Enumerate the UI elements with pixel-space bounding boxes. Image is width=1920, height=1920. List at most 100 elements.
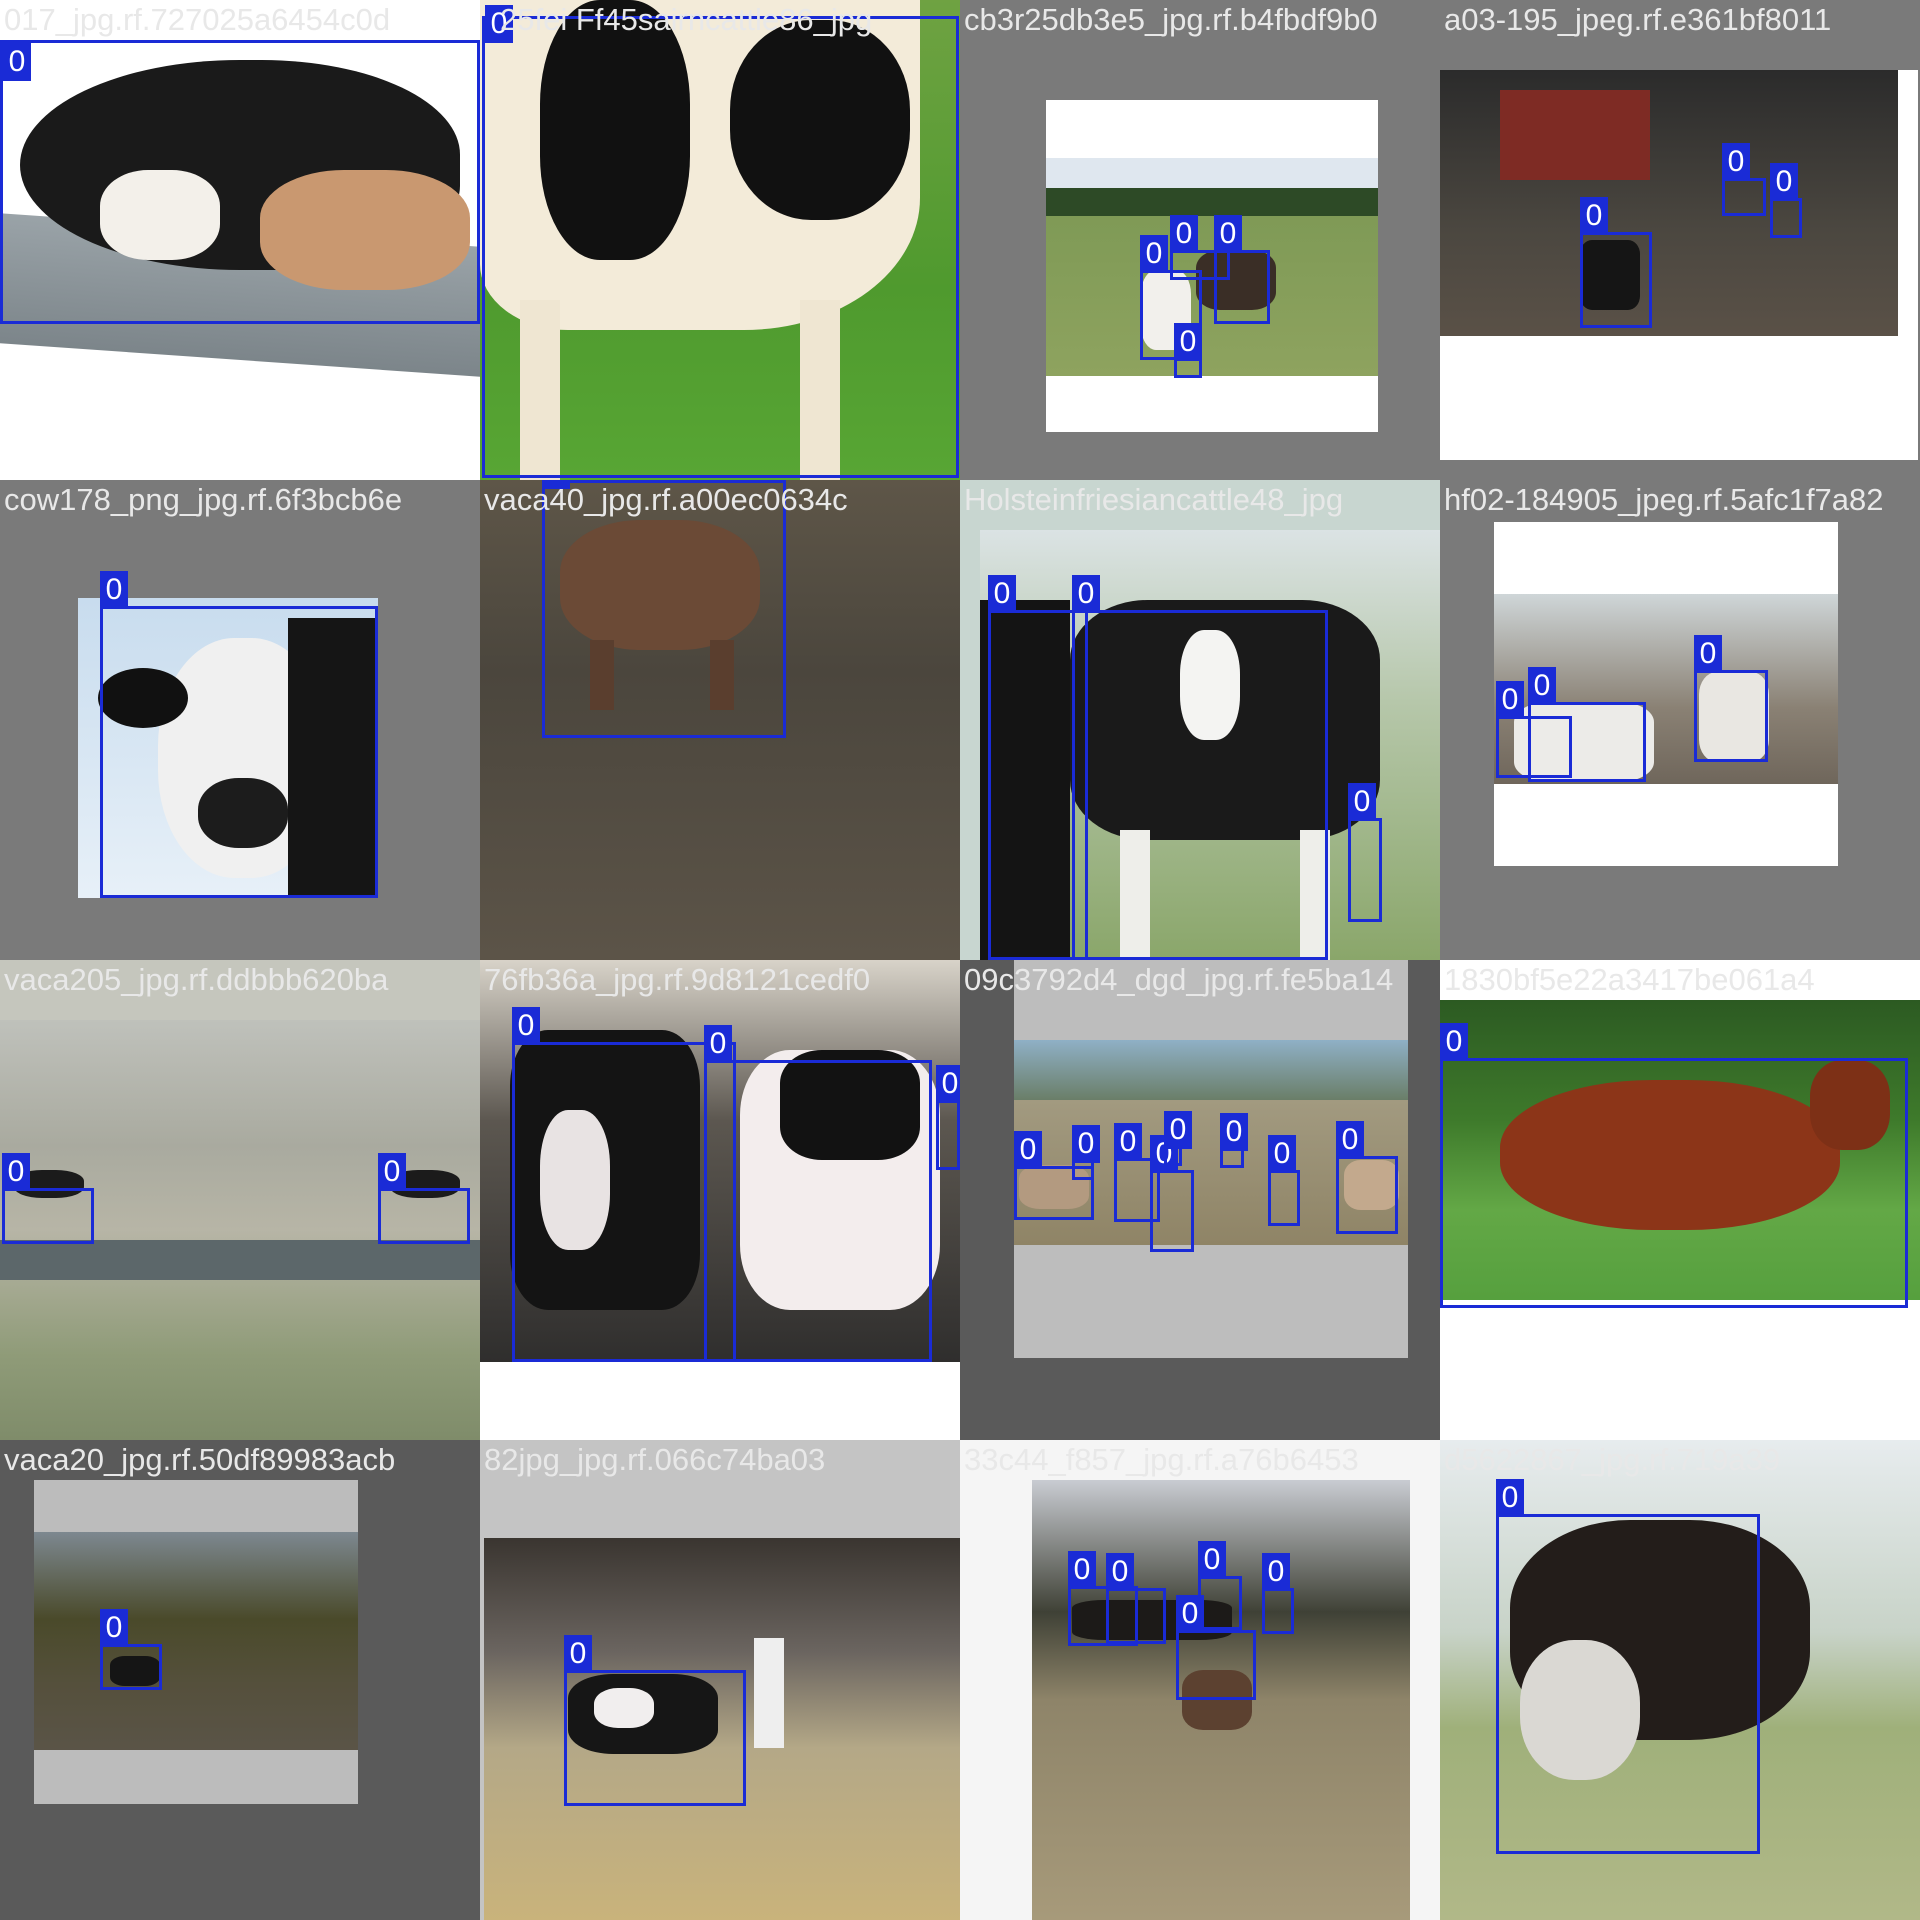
class-label: 0 — [1114, 1123, 1142, 1161]
bounding-box[interactable]: 0 — [1722, 143, 1766, 216]
tile-image — [1440, 1000, 1920, 1300]
cow-shape — [100, 170, 220, 260]
bounding-box[interactable]: 0 — [100, 571, 378, 898]
cow-shape — [1072, 1600, 1232, 1640]
bounding-box[interactable]: 0 — [988, 575, 1088, 960]
mosaic-tile[interactable]: 0 vaca40_jpg.rf.a00ec0634c — [480, 480, 960, 960]
class-label: 0 — [1174, 323, 1202, 361]
class-label: 0 — [1106, 1553, 1134, 1591]
mosaic-tile[interactable]: 0 0 0 76fb36a_jpg.rf.9d8121cedf0 — [480, 960, 960, 1440]
cow-shape — [1500, 1080, 1840, 1230]
class-label: 0 — [3, 43, 31, 81]
bounding-box[interactable]: 0 — [1528, 667, 1646, 782]
mosaic-tile[interactable]: 0 0 0 0 0 0 0 0 09c3792d4_dgd_jpg.rf.fe5… — [960, 960, 1440, 1440]
bounding-box[interactable]: 0 — [1170, 215, 1230, 280]
bounding-box[interactable]: 0 — [1336, 1121, 1398, 1234]
mosaic-tile[interactable]: 0 1830bf5e22a3417be061a4 — [1440, 960, 1920, 1440]
cow-shape — [1344, 1160, 1399, 1210]
treeline-shape — [1046, 188, 1378, 218]
cow-shape — [1810, 1060, 1890, 1150]
class-label: 0 — [100, 1609, 128, 1647]
cow-shape — [1580, 240, 1640, 310]
class-label: 0 — [1770, 163, 1798, 201]
bounding-box[interactable]: 0 — [1440, 1023, 1908, 1308]
bounding-box[interactable]: 0 — [378, 1153, 470, 1244]
class-label: 0 — [1170, 215, 1198, 253]
tile-image — [1440, 1440, 1920, 1920]
cow-shape — [98, 668, 188, 728]
bounding-box[interactable]: 0 — [1150, 1135, 1194, 1252]
bounding-box[interactable]: 0 — [1220, 1113, 1248, 1168]
cow-leg — [520, 300, 560, 480]
mosaic-tile[interactable]: 0 d5622867_jpg.rf.719a39 — [1440, 1440, 1920, 1920]
mosaic-tile[interactable]: 0 cow178_png_jpg.rf.6f3bcb6e — [0, 480, 480, 960]
cow-shape — [560, 520, 760, 650]
class-label: 0 — [485, 5, 513, 43]
bounding-box[interactable]: 0 — [1770, 163, 1802, 238]
bounding-box[interactable]: 0 — [1106, 1553, 1166, 1644]
cow-shape — [540, 1110, 610, 1250]
bounding-box[interactable]: 0 — [1268, 1135, 1300, 1226]
class-label: 0 — [1722, 143, 1750, 181]
bounding-box[interactable]: 0 — [1262, 1553, 1294, 1634]
bounding-box[interactable]: 0 — [542, 480, 786, 738]
bounding-box[interactable]: 0 — [1014, 1131, 1094, 1220]
class-label: 0 — [936, 1065, 960, 1103]
mosaic-tile[interactable]: 0 0 0 Holsteinfriesiancattle48_jpg — [960, 480, 1440, 960]
mosaic-tile[interactable]: 0 25fei Ff45sairncattle86_jpg — [480, 0, 960, 480]
mosaic-tile[interactable]: 0 vaca20_jpg.rf.50df89983acb — [0, 1440, 480, 1920]
bounding-box[interactable]: 0 — [1580, 197, 1652, 328]
bounding-box[interactable]: 0 — [1496, 1479, 1760, 1854]
bounding-box[interactable]: 0 — [1174, 323, 1202, 378]
tile-image — [480, 960, 960, 1362]
class-label: 0 — [704, 1025, 732, 1063]
tile-caption: hf02-184905_jpeg.rf.5afc1f7a82 — [1444, 482, 1884, 517]
class-label: 0 — [1214, 215, 1242, 253]
bounding-box[interactable]: 0 — [1348, 783, 1382, 922]
bounding-box[interactable]: 0 — [1068, 1551, 1138, 1646]
mosaic-tile[interactable]: 0 0 0 a03-195_jpeg.rf.e361bf8011 — [1440, 0, 1920, 480]
bounding-box[interactable]: 0 — [512, 1007, 736, 1362]
bounding-box[interactable]: 0 — [482, 5, 959, 478]
tile-image — [484, 1538, 960, 1920]
bounding-box[interactable]: 0 — [936, 1065, 960, 1170]
class-label: 0 — [988, 575, 1016, 613]
bounding-box[interactable]: 0 — [1198, 1541, 1242, 1630]
mosaic-tile[interactable]: 0 0 vaca205_jpg.rf.ddbbb620ba — [0, 960, 480, 1440]
mosaic-tile[interactable]: 0 0 0 0 cb3r25db3e5_jpg.rf.b4fbdf9b0 — [960, 0, 1440, 480]
class-label: 0 — [1176, 1595, 1204, 1633]
cow-shape — [1514, 702, 1654, 782]
bounding-box[interactable]: 0 — [1114, 1123, 1160, 1222]
bounding-box[interactable]: 0 — [1694, 635, 1768, 762]
bounding-box[interactable]: 0 — [2, 1153, 94, 1244]
class-label: 0 — [378, 1153, 406, 1191]
bounding-box[interactable]: 0 — [1176, 1595, 1256, 1700]
bounding-box[interactable]: 0 — [564, 1635, 746, 1806]
bounding-box[interactable]: 0 — [1214, 215, 1270, 324]
cow-shape — [1182, 1670, 1252, 1730]
class-label: 0 — [1694, 635, 1722, 673]
mosaic-tile[interactable]: 0 82jpg_jpg.rf.066c74ba03 — [480, 1440, 960, 1920]
class-label: 0 — [1220, 1113, 1248, 1151]
tile-caption: vaca20_jpg.rf.50df89983acb — [4, 1442, 396, 1477]
bounding-box[interactable]: 0 — [100, 1609, 162, 1690]
bounding-box[interactable]: 0 — [1072, 1125, 1100, 1180]
tile-caption: vaca205_jpg.rf.ddbbb620ba — [4, 962, 389, 997]
class-label: 0 — [1268, 1135, 1296, 1173]
bounding-box[interactable]: 0 — [704, 1025, 932, 1362]
tile-image — [0, 1020, 480, 1440]
class-label: 0 — [1262, 1553, 1290, 1591]
class-label: 0 — [1496, 681, 1524, 719]
bounding-box[interactable]: 0 — [1164, 1111, 1192, 1166]
tile-caption: cb3r25db3e5_jpg.rf.b4fbdf9b0 — [964, 2, 1378, 37]
mosaic-tile[interactable]: 0 017_jpg.rf.727025a6454c0d — [0, 0, 480, 480]
cow-shape — [288, 618, 378, 898]
bounding-box[interactable]: 0 — [0, 40, 480, 324]
tile-image — [480, 480, 960, 960]
cow-shape — [260, 170, 470, 290]
mosaic-tile[interactable]: 0 0 0 0 0 33c44_f857_jpg.rf.a76b6453 — [960, 1440, 1440, 1920]
bounding-box[interactable]: 0 — [1496, 681, 1572, 778]
mosaic-tile[interactable]: 0 0 0 hf02-184905_jpeg.rf.5afc1f7a82 — [1440, 480, 1920, 960]
bounding-box[interactable]: 0 — [1072, 575, 1328, 960]
